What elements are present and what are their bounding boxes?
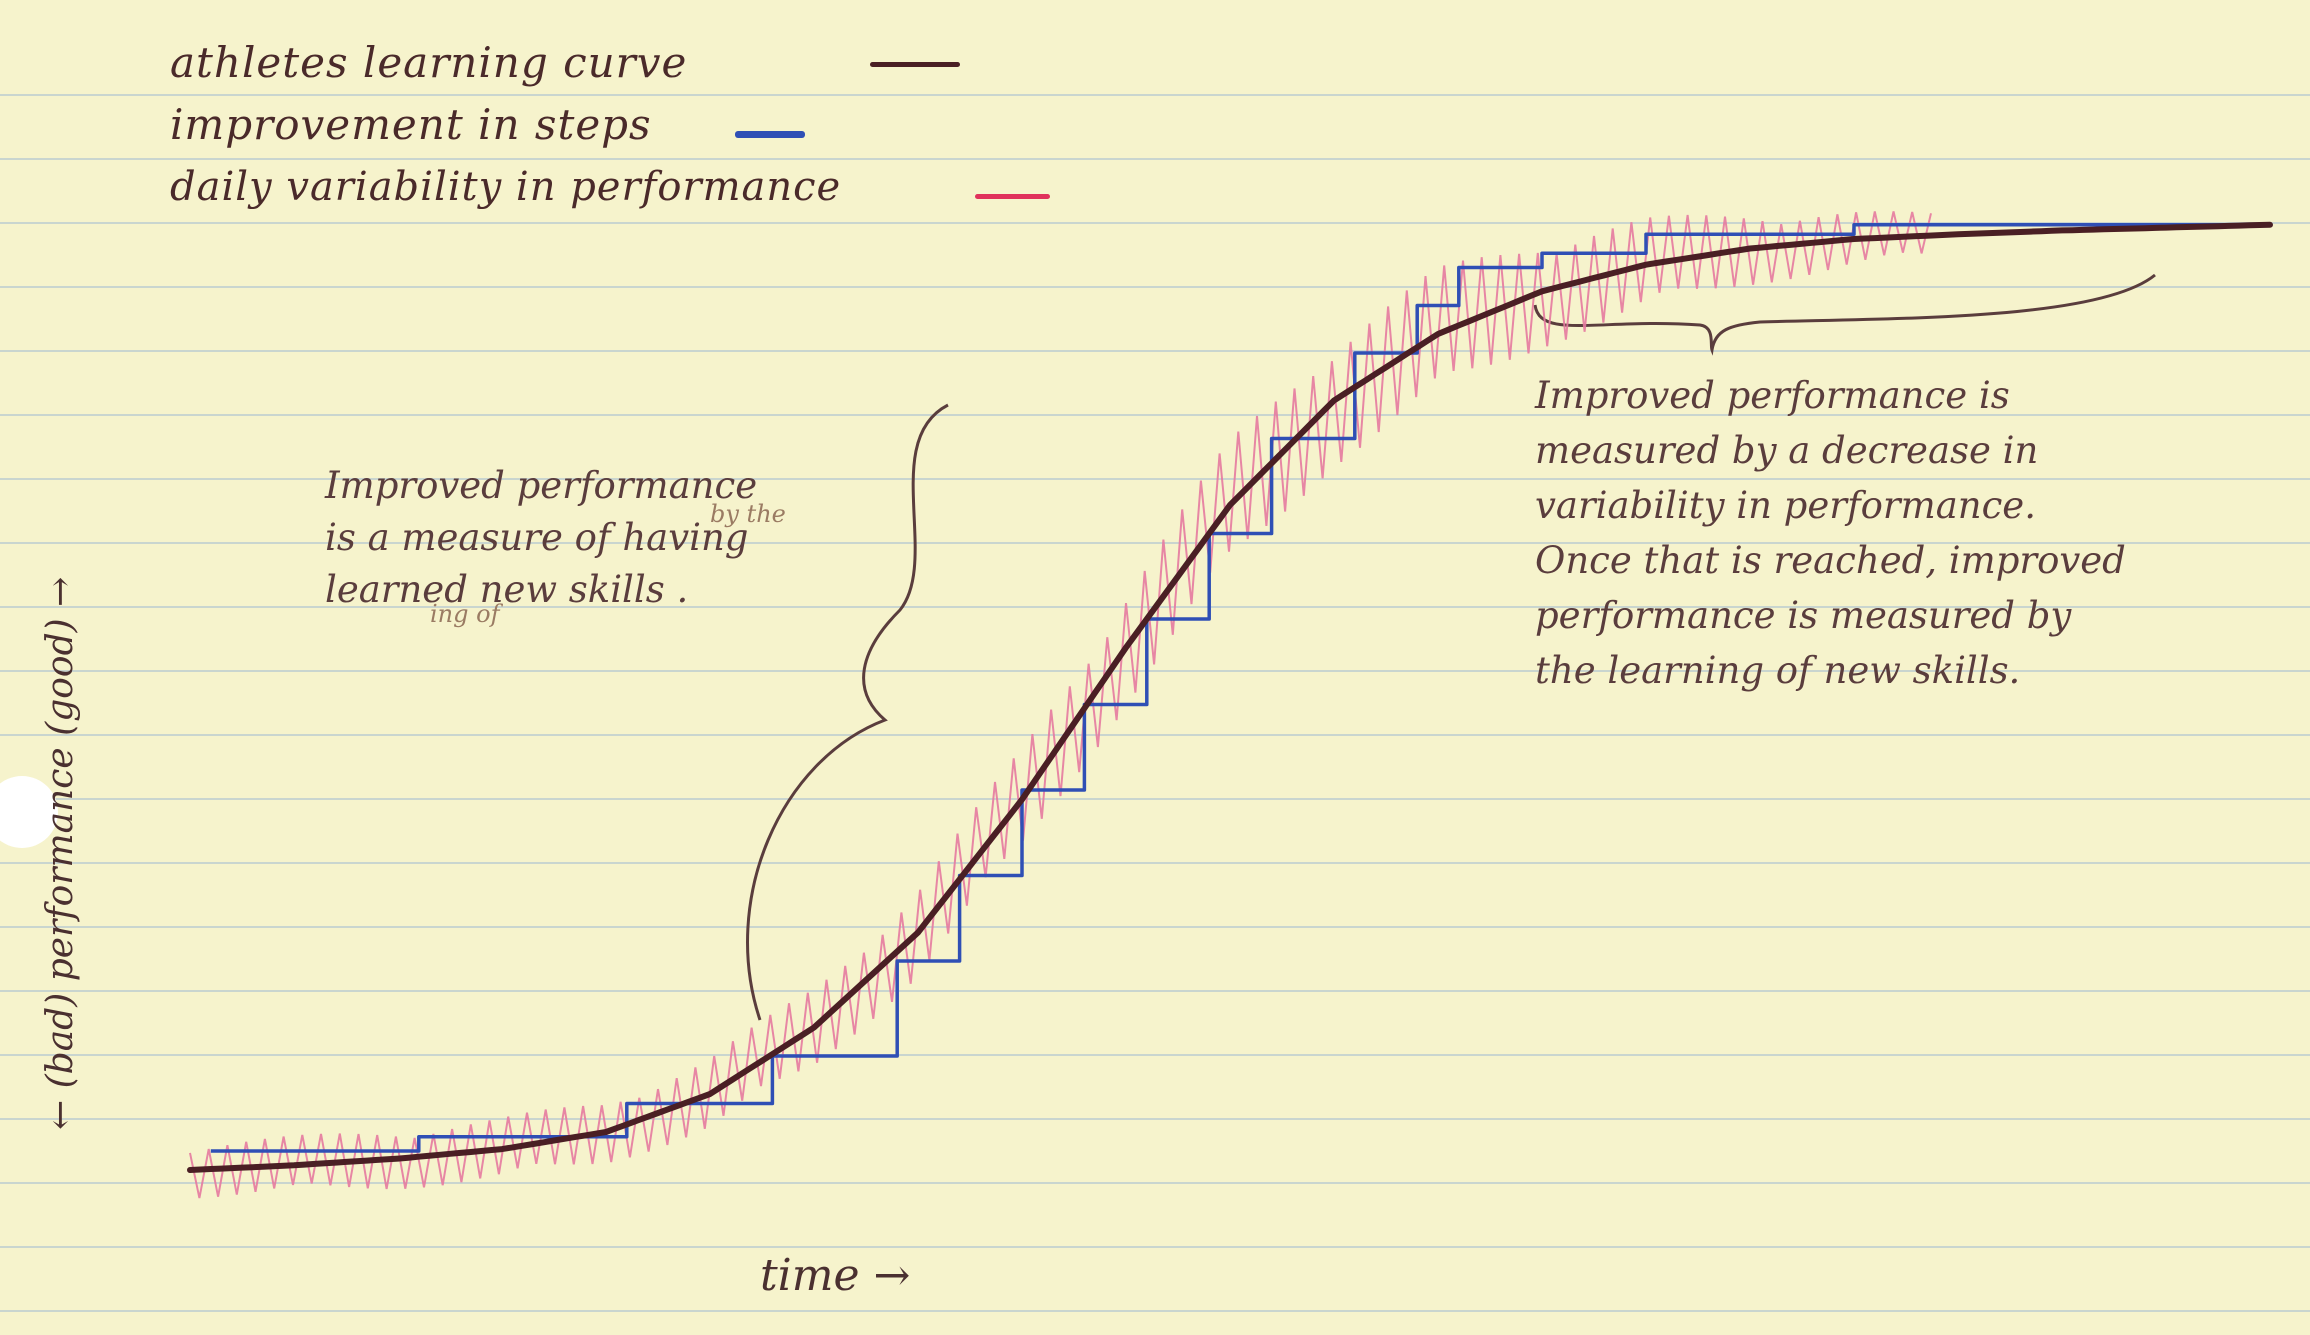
left-annotation-insert-above: by the (710, 500, 786, 528)
right-annotation: Improved performance is measured by a de… (1535, 368, 2126, 698)
y-axis-label: ← (bad) performance (good) → (40, 577, 81, 1130)
left-brace (746, 403, 949, 1021)
legend-label-curve: athletes learning curve (170, 38, 688, 87)
steps-line (210, 223, 2270, 1153)
left-annotation: Improved performance is a measure of hav… (325, 460, 757, 616)
left-annotation-insert-below: ing of (430, 600, 500, 628)
legend-swatch-steps (735, 131, 805, 138)
learning-curve-series (187, 221, 2273, 1173)
right-annotation-line: Once that is reached, improved (1535, 539, 2126, 582)
right-annotation-line: variability in performance. (1535, 484, 2036, 527)
left-annotation-line: is a measure of having (325, 516, 749, 559)
ruled-lines (0, 94, 2310, 1312)
learning-curve-line (187, 221, 2273, 1173)
legend-swatch-curve (870, 62, 960, 67)
steps-series (210, 223, 2270, 1153)
legend-label-steps: improvement in steps (170, 100, 652, 149)
right-brace (1533, 273, 2156, 356)
punch-hole (0, 776, 58, 848)
right-annotation-line: measured by a decrease in (1535, 429, 2039, 472)
right-annotation-line: the learning of new skills. (1535, 649, 2021, 692)
legend-swatch-variability (975, 194, 1050, 199)
right-annotation-line: performance is measured by (1535, 594, 2072, 637)
x-axis-label: time → (760, 1250, 910, 1301)
left-annotation-line: Improved performance (325, 464, 758, 507)
variability-series (189, 211, 1932, 1199)
right-annotation-line: Improved performance is (1535, 374, 2010, 417)
variability-line (189, 211, 1932, 1199)
legend-label-variability: daily variability in performance (170, 164, 842, 210)
left-annotation-line: learned new skills . (325, 568, 689, 611)
